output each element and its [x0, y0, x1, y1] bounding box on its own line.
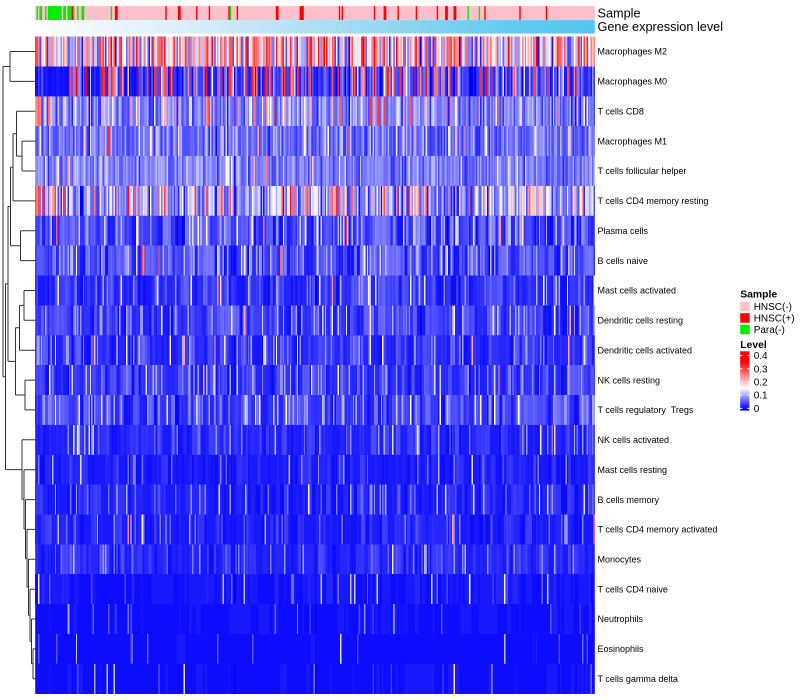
svg-text:0.4: 0.4	[754, 351, 768, 362]
svg-text:Dendritic cells activated: Dendritic cells activated	[598, 345, 693, 355]
svg-text:0: 0	[754, 404, 760, 415]
svg-text:0.1: 0.1	[754, 391, 768, 402]
svg-text:T cells gamma delta: T cells gamma delta	[598, 674, 678, 684]
svg-text:B cells memory: B cells memory	[598, 495, 660, 505]
svg-text:0.2: 0.2	[754, 378, 768, 389]
svg-text:T cells follicular helper: T cells follicular helper	[598, 166, 687, 176]
svg-text:T cells CD4 naive: T cells CD4 naive	[598, 584, 668, 594]
svg-text:Macrophages M1: Macrophages M1	[598, 136, 668, 146]
svg-text:Para(-): Para(-)	[754, 325, 785, 336]
svg-text:Mast cells resting: Mast cells resting	[598, 465, 668, 475]
svg-text:T cells CD4 memory resting: T cells CD4 memory resting	[598, 196, 709, 206]
svg-text:NK cells activated: NK cells activated	[598, 435, 670, 445]
svg-text:HNSC(+): HNSC(+)	[754, 314, 795, 325]
svg-text:T cells regulatory Tregs: T cells regulatory Tregs	[598, 405, 694, 415]
svg-text:Sample: Sample	[740, 290, 777, 301]
svg-text:Gene expression level: Gene expression level	[598, 20, 724, 34]
svg-text:Dendritic cells resting: Dendritic cells resting	[598, 316, 684, 326]
svg-text:Level: Level	[740, 340, 767, 351]
svg-text:B cells naive: B cells naive	[598, 256, 649, 266]
svg-text:Mast cells activated: Mast cells activated	[598, 286, 677, 296]
svg-text:Macrophages M2: Macrophages M2	[598, 47, 668, 57]
svg-text:Sample: Sample	[598, 6, 641, 20]
svg-text:Eosinophils: Eosinophils	[598, 644, 645, 654]
svg-text:Plasma cells: Plasma cells	[598, 226, 649, 236]
svg-text:NK cells resting: NK cells resting	[598, 375, 661, 385]
svg-text:Monocytes: Monocytes	[598, 555, 642, 565]
svg-text:T cells CD8: T cells CD8	[598, 107, 644, 117]
svg-text:HNSC(-): HNSC(-)	[754, 302, 792, 313]
svg-text:T cells CD4 memory activated: T cells CD4 memory activated	[598, 525, 718, 535]
svg-text:Macrophages M0: Macrophages M0	[598, 77, 668, 87]
svg-text:Neutrophils: Neutrophils	[598, 614, 644, 624]
svg-text:0.3: 0.3	[754, 364, 768, 375]
